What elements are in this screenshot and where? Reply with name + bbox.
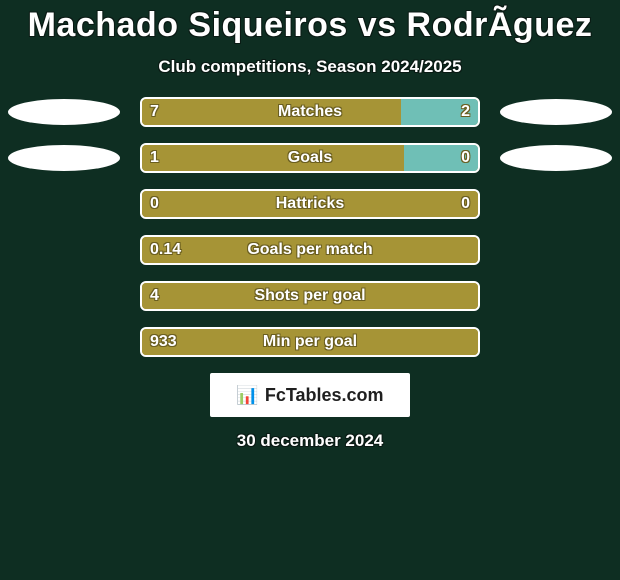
- bar-segment-left: [142, 145, 404, 173]
- table-row: Shots per goal4: [0, 281, 620, 311]
- chart-date: 30 december 2024: [0, 431, 620, 451]
- table-row: Matches72: [0, 97, 620, 127]
- bar-segment-left: [142, 237, 478, 265]
- player-badge-left: [8, 145, 120, 171]
- bar-segment-left: [142, 191, 478, 219]
- stat-bar: [140, 281, 480, 311]
- player-badge-right: [500, 145, 612, 171]
- comparison-chart: Matches72 Goals10 Hattricks00 Goals per mat…: [0, 97, 620, 357]
- fctables-logo: 📊 FcTables.com: [210, 373, 410, 417]
- chart-icon: 📊: [236, 386, 258, 404]
- bar-segment-right: [401, 99, 478, 127]
- player-badge-left: [8, 99, 120, 125]
- page-title: Machado Siqueiros vs RodrÃ­guez: [0, 6, 620, 45]
- bar-segment-left: [142, 99, 401, 127]
- table-row: Goals per match0.14: [0, 235, 620, 265]
- stat-bar: [140, 97, 480, 127]
- bar-segment-left: [142, 283, 478, 311]
- bar-segment-left: [142, 329, 478, 357]
- bar-segment-right: [404, 145, 478, 173]
- table-row: Goals10: [0, 143, 620, 173]
- stat-bar: [140, 143, 480, 173]
- logo-text: FcTables.com: [265, 385, 384, 406]
- stat-bar: [140, 189, 480, 219]
- page-subtitle: Club competitions, Season 2024/2025: [0, 57, 620, 77]
- table-row: Min per goal933: [0, 327, 620, 357]
- stat-bar: [140, 235, 480, 265]
- table-row: Hattricks00: [0, 189, 620, 219]
- player-badge-right: [500, 99, 612, 125]
- stat-bar: [140, 327, 480, 357]
